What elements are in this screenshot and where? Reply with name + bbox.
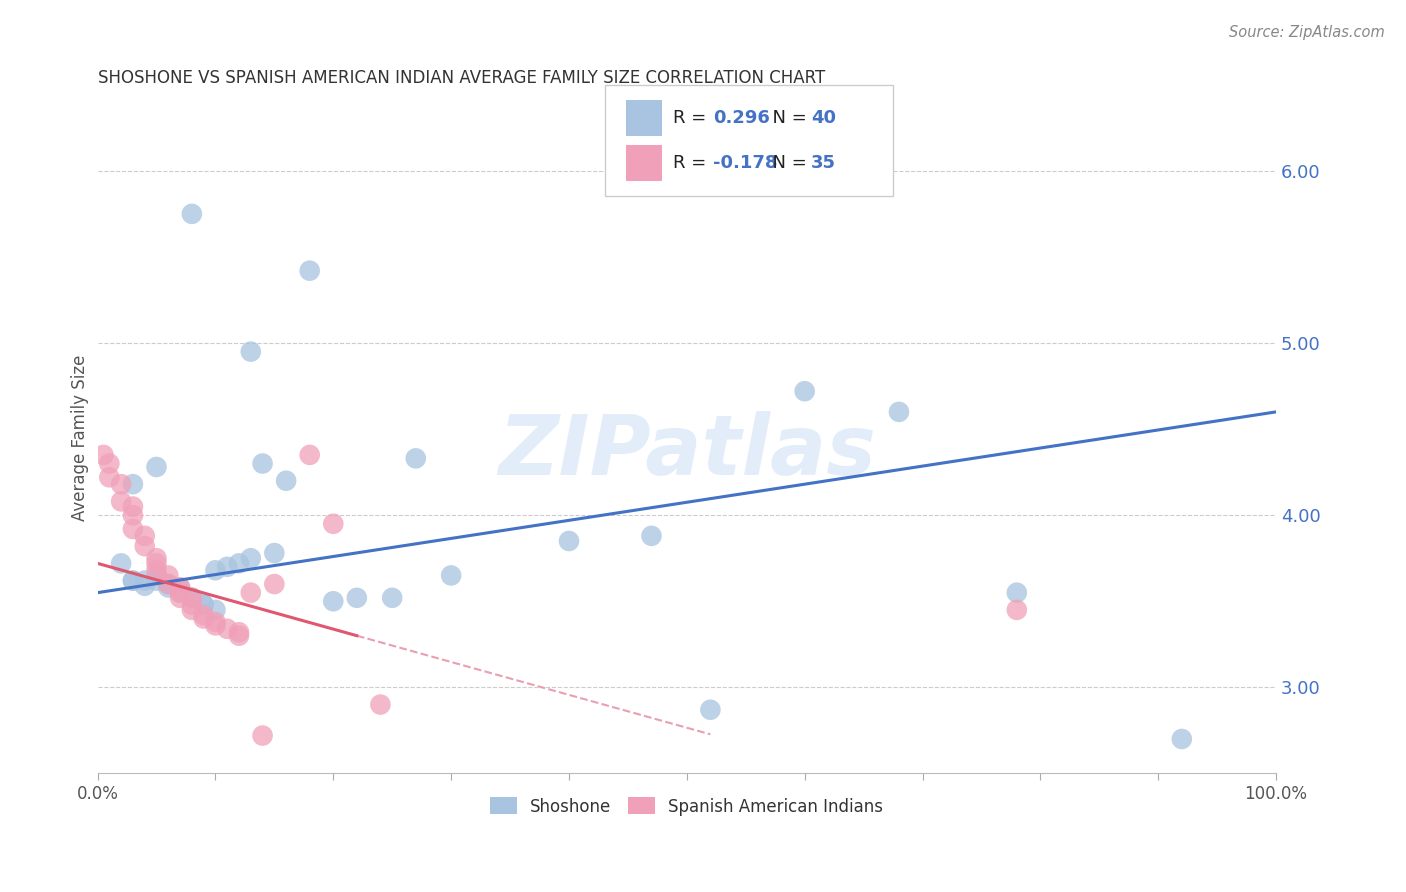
Point (145, 460, 167, 475)
Point (239, 551, 262, 566)
Point (180, 603, 202, 617)
Point (122, 477, 145, 491)
Point (110, 494, 132, 508)
Point (122, 500, 145, 514)
Point (157, 577, 180, 591)
Point (145, 568, 167, 582)
Text: R =: R = (673, 109, 713, 127)
Point (204, 563, 226, 577)
Point (134, 529, 156, 543)
Text: 0.296: 0.296 (713, 109, 769, 127)
Point (157, 568, 180, 582)
Point (640, 529, 662, 543)
Text: 35: 35 (811, 154, 837, 172)
Text: 40: 40 (811, 109, 837, 127)
Point (93, 448, 115, 462)
Point (180, 591, 202, 605)
Point (204, 615, 226, 629)
Y-axis label: Average Family Size: Average Family Size (72, 354, 89, 521)
Point (239, 585, 262, 599)
Point (346, 591, 368, 605)
Point (145, 551, 167, 566)
Point (322, 516, 344, 531)
Point (98, 470, 121, 484)
Point (263, 546, 285, 560)
Point (228, 629, 250, 643)
Point (180, 591, 202, 605)
Point (145, 574, 167, 588)
Point (228, 625, 250, 640)
Point (1171, 731, 1194, 746)
Point (180, 591, 202, 605)
Point (887, 405, 910, 419)
Point (110, 557, 132, 571)
Point (440, 568, 463, 582)
Point (228, 557, 250, 571)
Point (122, 508, 145, 523)
Point (276, 474, 298, 488)
Point (252, 457, 274, 471)
Point (322, 594, 344, 608)
Point (193, 611, 215, 625)
Text: N =: N = (761, 109, 813, 127)
Point (180, 207, 202, 221)
Point (381, 591, 404, 605)
Point (122, 574, 145, 588)
Point (193, 608, 215, 623)
Point (298, 448, 321, 462)
Point (217, 622, 239, 636)
Point (217, 559, 239, 574)
Point (193, 598, 215, 612)
Point (1005, 585, 1028, 599)
Text: R =: R = (673, 154, 713, 172)
Point (145, 563, 167, 577)
Point (193, 598, 215, 612)
Point (558, 534, 581, 549)
Point (134, 579, 156, 593)
Point (204, 618, 226, 632)
Point (793, 384, 815, 399)
Point (98, 457, 121, 471)
Point (157, 577, 180, 591)
Point (263, 577, 285, 591)
Point (122, 522, 145, 536)
Point (145, 557, 167, 571)
Point (180, 598, 202, 612)
Point (405, 451, 427, 466)
Point (110, 477, 132, 491)
Point (169, 581, 191, 595)
Point (370, 698, 392, 712)
Point (122, 574, 145, 588)
Text: ZIPatlas: ZIPatlas (498, 410, 876, 491)
Point (157, 581, 180, 595)
Text: SHOSHONE VS SPANISH AMERICAN INDIAN AVERAGE FAMILY SIZE CORRELATION CHART: SHOSHONE VS SPANISH AMERICAN INDIAN AVER… (97, 69, 825, 87)
Point (239, 344, 262, 359)
Text: -0.178: -0.178 (713, 154, 778, 172)
Point (699, 703, 721, 717)
Point (169, 585, 191, 599)
Point (298, 263, 321, 277)
Point (134, 539, 156, 553)
Point (1005, 603, 1028, 617)
Point (134, 574, 156, 588)
Point (204, 603, 226, 617)
Point (169, 581, 191, 595)
Text: N =: N = (761, 154, 813, 172)
Legend: Shoshone, Spanish American Indians: Shoshone, Spanish American Indians (484, 790, 890, 822)
Point (169, 591, 191, 605)
Text: Source: ZipAtlas.com: Source: ZipAtlas.com (1229, 25, 1385, 40)
Point (169, 585, 191, 599)
Point (252, 729, 274, 743)
